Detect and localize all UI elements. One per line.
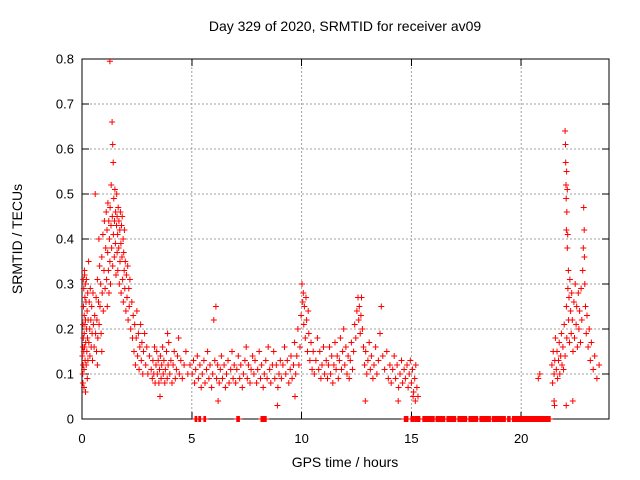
x-tick-label: 20 <box>514 431 528 446</box>
x-tick-label: 10 <box>294 431 308 446</box>
y-tick-label: 0 <box>67 412 74 427</box>
chart-title: Day 329 of 2020, SRMTID for receiver av0… <box>209 18 482 34</box>
y-tick-label: 0.5 <box>56 187 74 202</box>
y-tick-label: 0.3 <box>56 277 74 292</box>
y-tick-label: 0.7 <box>56 97 74 112</box>
x-tick-label: 15 <box>404 431 418 446</box>
x-tick-label: 0 <box>78 431 85 446</box>
y-tick-label: 0.2 <box>56 322 74 337</box>
x-axis-label: GPS time / hours <box>292 454 399 470</box>
tick-labels: 0 5 10 15 20 0 0.1 0.2 0.3 0.4 0.5 0.6 0.7 0.8 <box>56 52 529 447</box>
x-tick-label: 5 <box>188 431 195 446</box>
y-tick-label: 0.6 <box>56 142 74 157</box>
y-tick-label: 0.8 <box>56 52 74 67</box>
gridlines <box>82 59 609 419</box>
y-axis-label: SRMTID / TECUs <box>9 184 25 294</box>
data-points <box>79 58 603 422</box>
y-tick-label: 0.1 <box>56 367 74 382</box>
y-tick-label: 0.4 <box>56 232 74 247</box>
